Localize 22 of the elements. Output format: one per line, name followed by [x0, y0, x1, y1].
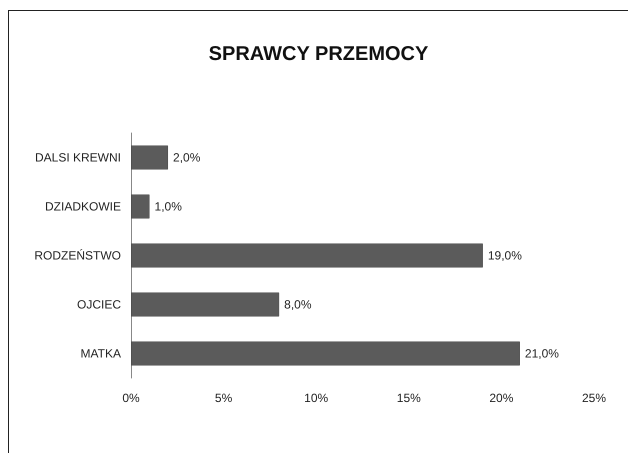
bar — [131, 146, 168, 170]
bar — [131, 342, 520, 366]
y-tick-label: RODZEŃSTWO — [34, 248, 121, 262]
data-label: 8,0% — [284, 298, 312, 312]
data-label: 2,0% — [173, 150, 201, 164]
y-tick-label: OJCIEC — [76, 298, 122, 312]
x-tick-label: 25% — [582, 391, 606, 405]
data-label: 1,0% — [154, 200, 182, 214]
bar — [131, 244, 483, 268]
chart-title: SPRAWCY PRZEMOCY — [208, 43, 429, 65]
data-label: 21,0% — [524, 346, 560, 360]
y-tick-label: DALSI KREWNI — [34, 150, 121, 164]
x-tick-label: 10% — [304, 391, 329, 405]
data-label: 19,0% — [488, 248, 522, 262]
x-tick-label: 0% — [122, 391, 140, 405]
x-tick-label: 15% — [396, 391, 422, 405]
bar — [131, 292, 280, 316]
x-tick-label: 5% — [214, 391, 233, 405]
x-tick-label: 20% — [489, 391, 514, 405]
bar — [131, 194, 150, 218]
y-tick-label: MATKA — [80, 346, 121, 360]
y-tick-label: DZIADKOWIE — [44, 200, 121, 214]
